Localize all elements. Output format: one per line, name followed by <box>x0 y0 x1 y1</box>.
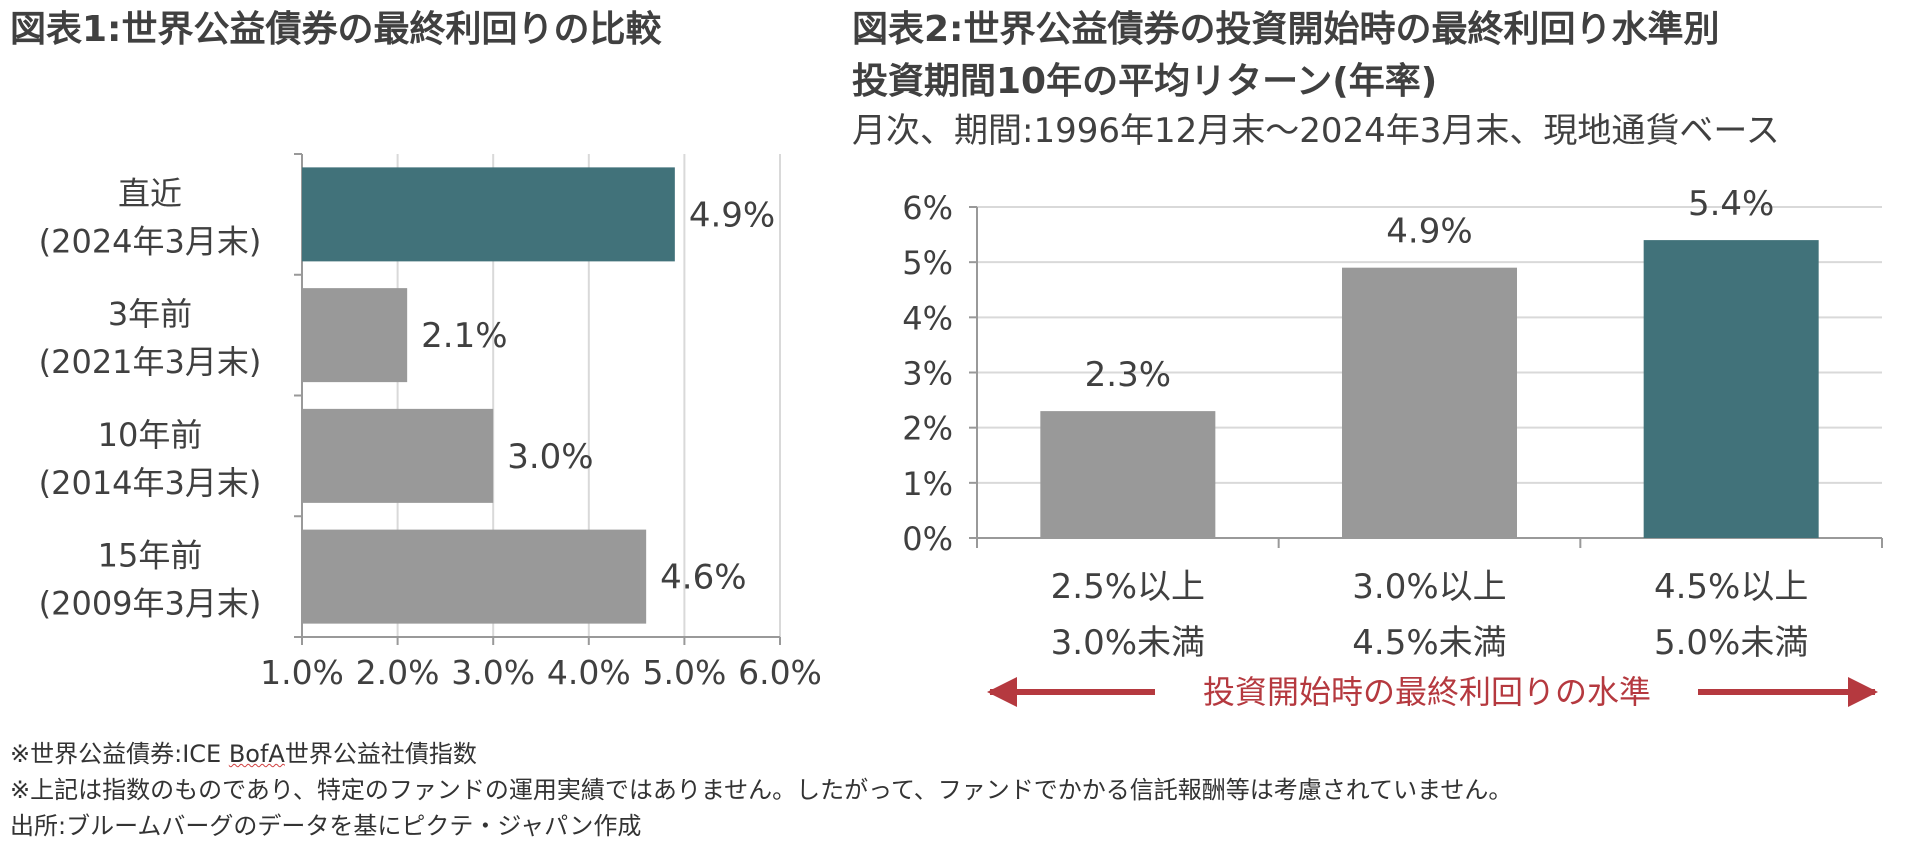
chart1-x-tick-label: 4.0% <box>547 653 631 692</box>
chart2-y-tick-label: 3% <box>902 355 953 393</box>
chart2-bar <box>1040 411 1216 538</box>
chart1-bar <box>302 167 675 262</box>
chart1-x-tick-label: 5.0% <box>642 653 726 692</box>
chart1-x-tick-label: 1.0% <box>260 653 344 692</box>
chart1-bar <box>302 529 647 624</box>
chart1-x-tick-label: 6.0% <box>738 653 822 692</box>
footnote-source: 出所:ブルームバーグのデータを基にピクテ・ジャパン作成 <box>10 812 642 840</box>
chart2-category-label: 2.5%以上 <box>1051 567 1205 607</box>
chart2-subtitle: 月次、期間:1996年12月末〜2024年3月末、現地通貨ベース <box>852 111 1780 151</box>
chart2-category-label: 3.0%以上 <box>1352 567 1506 607</box>
footnote-1-suffix: 世界公益社債指数 <box>284 740 477 768</box>
chart2-category-label: 4.5%以上 <box>1654 567 1808 607</box>
chart2-y-tick-label: 6% <box>902 189 953 227</box>
chart1-x-tick-label: 3.0% <box>451 653 535 692</box>
chart1-data-label: 3.0% <box>507 437 593 477</box>
chart2-y-tick-label: 5% <box>902 244 953 282</box>
chart1-category-label: (2021年3月末) <box>39 343 262 381</box>
chart2-category-label: 3.0%未満 <box>1051 623 1205 663</box>
chart1-category-label: (2014年3月末) <box>39 464 262 502</box>
chart1-data-label: 4.6% <box>660 558 746 598</box>
footnote-1-bofa: BofA <box>228 740 285 768</box>
chart1-category-label: (2009年3月末) <box>39 585 262 623</box>
footnote-disclaimer: ※上記は指数のものであり、特定のファンドの運用実績ではありません。したがって、フ… <box>10 776 1513 804</box>
chart1-category-label: 3年前 <box>108 295 192 333</box>
chart1-category-label: (2024年3月末) <box>39 222 262 260</box>
chart2-data-label: 4.9% <box>1386 212 1472 252</box>
chart2-bar <box>1342 267 1517 538</box>
chart2-category-label: 5.0%未満 <box>1654 623 1808 663</box>
chart2-y-tick-label: 0% <box>902 520 953 558</box>
chart2-xaxis-annotation: 投資開始時の最終利回りの水準 <box>1203 673 1651 711</box>
footnote-source-index: ※世界公益債券:ICE BofA世界公益社債指数 <box>10 736 1512 772</box>
chart1-category-label: 10年前 <box>98 416 203 454</box>
chart1-bar-chart: 1.0% 2.0% 3.0% 4.0% 5.0% 6.0% 4.9% 直近 (2024年3月末)… <box>39 153 822 692</box>
chart1-data-label: 2.1% <box>421 316 507 356</box>
chart1-category-label: 15年前 <box>98 537 203 575</box>
chart2-data-label: 5.4% <box>1688 184 1774 224</box>
chart1-bar <box>302 288 408 383</box>
chart2-y-tick-label: 4% <box>902 299 953 337</box>
chart1-x-tick-label: 2.0% <box>356 653 440 692</box>
chart1-category-label: 直近 <box>118 174 182 212</box>
chart2-y-tick-label: 1% <box>902 465 953 503</box>
chart1-title: 図表1:世界公益債券の最終利回りの比較 <box>10 9 662 50</box>
chart2-title-line1: 図表2:世界公益債券の投資開始時の最終利回り水準別 <box>852 9 1720 50</box>
chart1-bar <box>302 408 494 503</box>
footnotes: ※世界公益債券:ICE BofA世界公益社債指数 ※上記は指数のものであり、特定… <box>10 736 1512 844</box>
chart2-title-line2: 投資期間10年の平均リターン(年率) <box>852 61 1438 102</box>
chart1-data-label: 4.9% <box>689 195 775 235</box>
chart2-y-tick-label: 2% <box>902 410 953 448</box>
chart2-bar <box>1643 240 1819 538</box>
chart2-data-label: 2.3% <box>1085 355 1171 395</box>
chart2-bar-chart: 0% 1% 2% 3% 4% 5% 6% 2.3% 2.5%以上 3.0%未満 4.9% 3.0%以上… <box>902 184 1883 711</box>
footnote-1-prefix: ※世界公益債券:ICE <box>10 740 229 768</box>
chart2-category-label: 4.5%未満 <box>1352 623 1506 663</box>
